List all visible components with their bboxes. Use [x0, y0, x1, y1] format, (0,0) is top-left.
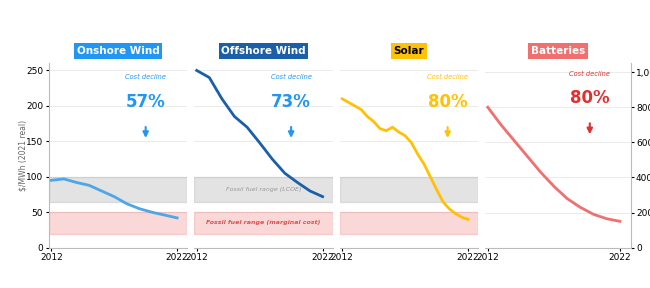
Bar	[194, 177, 333, 202]
Text: Fossil fuel range (LCOE): Fossil fuel range (LCOE)	[226, 187, 301, 192]
Text: 80%: 80%	[570, 89, 610, 107]
Text: Cost decline: Cost decline	[270, 74, 311, 80]
Bar	[340, 212, 478, 234]
Bar	[49, 177, 187, 202]
Text: Cost decline: Cost decline	[427, 74, 468, 80]
Text: 73%: 73%	[271, 93, 311, 111]
Text: Onshore Wind: Onshore Wind	[77, 46, 159, 56]
Text: Cost decline: Cost decline	[569, 71, 610, 77]
Bar	[340, 177, 478, 202]
Text: Offshore Wind: Offshore Wind	[221, 46, 306, 56]
Y-axis label: $/MWh (2021 real): $/MWh (2021 real)	[19, 120, 28, 191]
Text: Cost decline: Cost decline	[125, 74, 166, 80]
Bar	[194, 212, 333, 234]
Text: 57%: 57%	[126, 93, 166, 111]
Text: Fossil fuel range (marginal cost): Fossil fuel range (marginal cost)	[206, 220, 320, 226]
Bar	[49, 212, 187, 234]
Text: Solar: Solar	[394, 46, 424, 56]
Text: 80%: 80%	[428, 93, 467, 111]
Text: Batteries: Batteries	[530, 46, 585, 56]
